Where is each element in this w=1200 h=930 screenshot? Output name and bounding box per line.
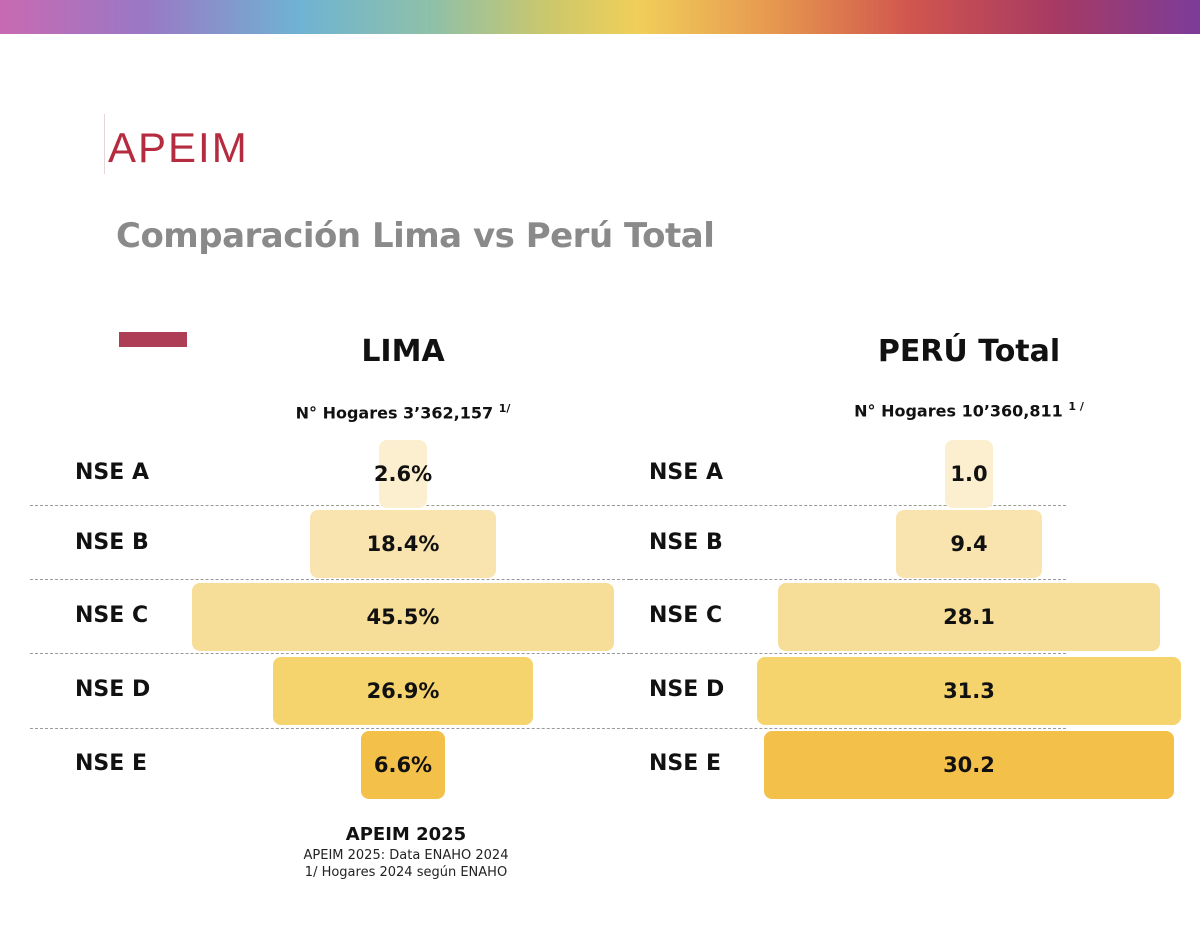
lima-bar-nse-d: 26.9% bbox=[272, 657, 533, 725]
lima-hogares: N° Hogares 3’362,157 1/ bbox=[223, 402, 583, 422]
lima-bar-nse-a: 2.6% bbox=[374, 440, 432, 508]
logo-divider bbox=[104, 114, 105, 174]
peru-bar-value-label: 1.0 bbox=[950, 462, 988, 486]
peru-row-divider bbox=[630, 579, 1066, 580]
peru-category-label: NSE E bbox=[649, 751, 721, 776]
peru-bar-value-label: 9.4 bbox=[950, 532, 988, 556]
peru-bar-nse-d: 31.3 bbox=[757, 657, 1181, 725]
peru-bar-value-label: 30.2 bbox=[943, 753, 995, 777]
lima-hogares-label: N° Hogares bbox=[295, 403, 404, 423]
lima-bar-value-label: 6.6% bbox=[373, 753, 433, 777]
lima-title: LIMA bbox=[361, 334, 445, 369]
lima-category-label: NSE C bbox=[75, 603, 149, 628]
peru-row-divider bbox=[630, 505, 1066, 506]
peru-bar-nse-a: 1.0 bbox=[945, 440, 993, 508]
lima-category-label: NSE B bbox=[75, 530, 149, 555]
peru-bar-value-label: 28.1 bbox=[943, 605, 995, 629]
lima-category-label: NSE A bbox=[75, 460, 149, 485]
page-title: Comparación Lima vs Perú Total bbox=[116, 216, 715, 256]
peru-bar-nse-e: 30.2 bbox=[764, 731, 1174, 799]
lima-row-divider bbox=[30, 653, 630, 654]
peru-bar-value-label: 31.3 bbox=[943, 679, 995, 703]
lima-row-divider bbox=[30, 728, 630, 729]
lima-hogares-value: 3’362,157 bbox=[403, 403, 499, 423]
lima-bar-nse-b: 18.4% bbox=[309, 510, 497, 578]
peru-bar-nse-c: 28.1 bbox=[777, 583, 1161, 651]
peru-category-label: NSE C bbox=[649, 603, 723, 628]
accent-dash bbox=[119, 332, 187, 347]
footer-source: APEIM 2025: Data ENAHO 2024 bbox=[303, 848, 509, 863]
footer-title: APEIM 2025 bbox=[345, 824, 467, 845]
peru-title: PERÚ Total bbox=[877, 334, 1061, 369]
peru-bar-nse-b: 9.4 bbox=[896, 510, 1042, 578]
lima-bar-nse-c: 45.5% bbox=[192, 583, 614, 651]
peru-hogares-footnote: 1 / bbox=[1068, 400, 1084, 413]
lima-bar-value-label: 45.5% bbox=[366, 605, 440, 629]
lima-bar-nse-e: 6.6% bbox=[361, 731, 445, 799]
top-gradient-bar bbox=[0, 0, 1200, 34]
lima-bar-value-label: 2.6% bbox=[373, 462, 433, 486]
apeim-logo: APEIM bbox=[108, 124, 249, 171]
lima-row-divider bbox=[30, 505, 630, 506]
peru-category-label: NSE D bbox=[649, 677, 725, 702]
lima-hogares-footnote: 1/ bbox=[498, 402, 511, 415]
lima-bar-value-label: 18.4% bbox=[366, 532, 440, 556]
peru-category-label: NSE A bbox=[649, 460, 723, 485]
peru-hogares-value: 10’360,811 bbox=[961, 401, 1069, 421]
peru-category-label: NSE B bbox=[649, 530, 723, 555]
lima-bar-value-label: 26.9% bbox=[366, 679, 440, 703]
peru-hogares: N° Hogares 10’360,811 1 / bbox=[789, 400, 1149, 420]
lima-category-label: NSE D bbox=[75, 677, 151, 702]
footer-note: 1/ Hogares 2024 según ENAHO bbox=[304, 865, 508, 880]
lima-row-divider bbox=[30, 579, 630, 580]
lima-category-label: NSE E bbox=[75, 751, 147, 776]
peru-row-divider bbox=[630, 653, 1066, 654]
peru-row-divider bbox=[630, 728, 1066, 729]
peru-hogares-label: N° Hogares bbox=[854, 401, 962, 421]
